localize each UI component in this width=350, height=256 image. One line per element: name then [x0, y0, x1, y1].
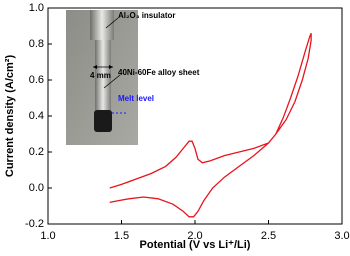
y-tick-label: -0.2: [25, 218, 44, 230]
y-tick-label: 0.6: [29, 74, 44, 86]
inset-photo: [66, 10, 138, 145]
y-tick-label: 0.2: [29, 146, 44, 158]
x-tick-label: 2.5: [261, 230, 276, 242]
x-axis-title: Potential (V vs Li⁺/Li): [140, 239, 251, 251]
y-tick-label: 0.8: [29, 38, 44, 50]
y-tick-label: 0.0: [29, 182, 44, 194]
annotation: Al₂O₃ insulator: [118, 11, 175, 20]
x-tick-label: 3.0: [334, 230, 349, 242]
annotation: Melt level: [118, 94, 154, 103]
x-tick-label: 1.0: [40, 230, 55, 242]
inset-annotations: Al₂O₃ insulator 4 mm 40Ni-60Fe alloy she…: [90, 11, 200, 114]
x-tick-label: 2.0: [187, 230, 202, 242]
y-axis-title: Current density (A/cm²): [4, 55, 16, 178]
annotation: 40Ni-60Fe alloy sheet: [118, 68, 200, 77]
cv-line: [109, 32, 312, 218]
y-tick-label: 1.0: [29, 2, 44, 14]
x-tick-label: 1.5: [114, 230, 129, 242]
annotation: 4 mm: [90, 71, 111, 80]
y-tick-label: 0.4: [29, 110, 44, 122]
